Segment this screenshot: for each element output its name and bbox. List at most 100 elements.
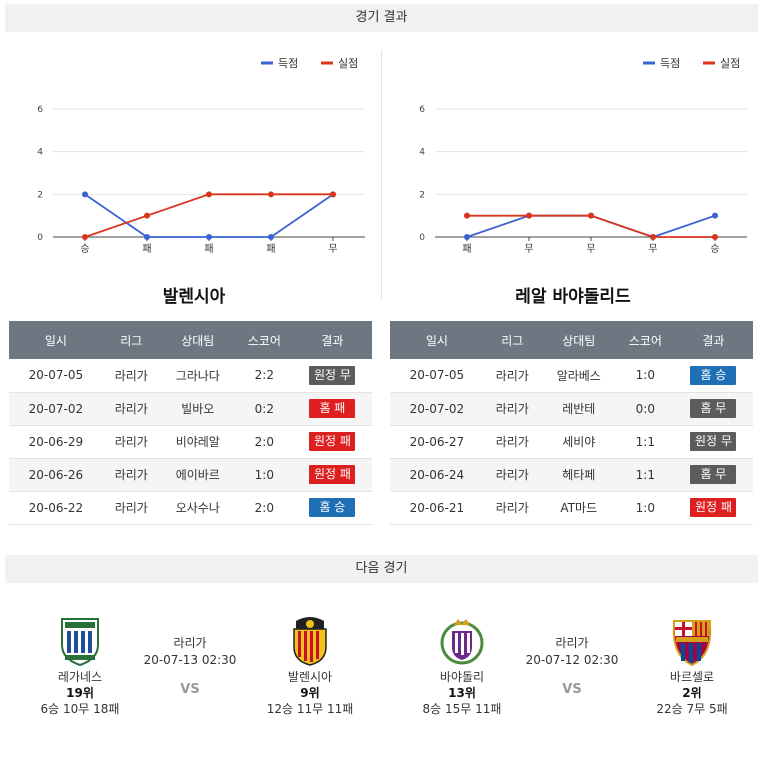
data-point-conceded: [526, 212, 532, 219]
legend-conceded-label: 실점: [338, 57, 358, 70]
cell-date: 20-06-27: [390, 425, 484, 459]
x-tick-label: 패: [204, 243, 213, 255]
data-point-scored: [712, 212, 718, 219]
table-row: 20-06-24 라리가 헤타페 1:1 홈 무: [390, 458, 753, 492]
table-row: 20-07-05 라리가 그라나다 2:2 원정 무: [9, 359, 372, 393]
data-point-conceded: [650, 234, 656, 240]
result-badge: 홈 무: [690, 399, 737, 418]
y-tick-label: 2: [419, 190, 425, 200]
cell-score: 0:2: [235, 392, 293, 426]
cell-league: 라리가: [483, 458, 541, 492]
cell-score: 1:0: [616, 359, 674, 393]
x-tick-label: 패: [266, 243, 275, 255]
cell-score: 1:0: [235, 458, 293, 492]
cell-date: 20-07-05: [390, 359, 484, 393]
match-info: 라리가 20-07-13 02:30 VS: [135, 635, 245, 697]
cell-date: 20-06-22: [9, 491, 103, 525]
col-result: 결과: [292, 321, 372, 359]
cell-opponent: 알라베스: [540, 359, 617, 393]
left-chart-svg: 득점 실점 0 2 4 6 승 패 패 패 무: [37, 57, 365, 255]
team-record: 8승 15무 11패: [422, 702, 502, 716]
cell-league: 라리가: [102, 458, 160, 492]
x-tick-label: 무: [648, 244, 657, 255]
data-point-conceded: [82, 234, 88, 240]
table-row: 20-07-02 라리가 레반테 0:0 홈 무: [390, 392, 753, 426]
barcelona-crest-icon: [672, 620, 712, 667]
y-tick-label: 0: [37, 233, 43, 243]
cell-result: 원정 패: [292, 425, 372, 459]
cell-result: 원정 무: [673, 425, 753, 459]
cell-date: 20-06-21: [390, 491, 484, 525]
data-point-scored: [206, 234, 212, 240]
result-badge: 홈 패: [309, 399, 356, 418]
next-match-card: 레가네스 19위 6승 10무 18패 라리가 20-07-13 02:30 V…: [5, 605, 375, 725]
legend-conceded-label: 실점: [720, 57, 740, 70]
data-point-conceded: [268, 191, 274, 198]
match-datetime: 20-07-12 02:30: [525, 653, 619, 667]
cell-score: 1:0: [616, 491, 674, 525]
cell-date: 20-07-05: [9, 359, 103, 393]
match-league: 라리가: [555, 636, 589, 650]
team-rank: 9위: [300, 686, 320, 700]
y-tick-label: 4: [419, 148, 425, 158]
cell-league: 라리가: [102, 392, 160, 426]
x-tick-label: 무: [586, 244, 595, 255]
cell-date: 20-06-24: [390, 458, 484, 492]
result-badge: 원정 무: [309, 365, 356, 385]
vs-label: VS: [180, 682, 200, 697]
away-team: 바르셀로 2위 22승 7무 5패: [637, 615, 747, 717]
table-header-row: 일시 리그 상대팀 스코어 결과: [390, 321, 753, 359]
table-row: 20-06-29 라리가 비야레알 2:0 원정 패: [9, 425, 372, 459]
cell-date: 20-07-02: [9, 392, 103, 426]
x-tick-label: 패: [142, 243, 151, 255]
cell-result: 원정 무: [292, 359, 372, 393]
y-tick-label: 6: [37, 105, 43, 115]
cell-opponent: 그라나다: [159, 359, 236, 393]
cell-result: 홈 승: [673, 359, 753, 393]
data-point-conceded: [588, 212, 594, 219]
cell-opponent: 레반테: [540, 392, 617, 426]
cell-score: 0:0: [616, 392, 674, 426]
cell-score: 1:1: [616, 458, 674, 492]
cell-league: 라리가: [102, 359, 160, 393]
col-league: 리그: [483, 321, 541, 359]
result-badge: 홈 승: [309, 498, 356, 517]
y-tick-label: 0: [419, 233, 425, 243]
result-badge: 원정 패: [309, 432, 356, 451]
col-league: 리그: [102, 321, 160, 359]
team-record: 12승 11무 11패: [266, 702, 354, 716]
data-point-scored: [268, 234, 274, 240]
col-result: 결과: [673, 321, 753, 359]
cell-result: 홈 무: [673, 458, 753, 492]
table-row: 20-06-27 라리가 세비야 1:1 원정 무: [390, 425, 753, 459]
cell-result: 홈 승: [292, 491, 372, 525]
chart-divider: [381, 50, 382, 300]
series-line-conceded: [467, 214, 715, 238]
data-point-scored: [464, 234, 470, 240]
data-point-conceded: [712, 234, 718, 240]
match-datetime: 20-07-13 02:30: [143, 653, 237, 667]
data-point-conceded: [464, 212, 470, 219]
vs-label: VS: [562, 682, 582, 697]
series-line-conceded: [84, 193, 333, 238]
cell-result: 원정 패: [673, 491, 753, 525]
team-name: 바야돌리: [439, 670, 485, 684]
y-tick-label: 4: [37, 148, 43, 158]
cell-result: 원정 패: [292, 458, 372, 492]
series-line-scored: [466, 214, 716, 238]
series-line-scored: [84, 193, 334, 238]
cell-score: 2:0: [235, 425, 293, 459]
next-match-card: 바야돌리 13위 8승 15무 11패 라리가 20-07-12 02:30 V…: [387, 605, 757, 725]
table-row: 20-07-05 라리가 알라베스 1:0 홈 승: [390, 359, 753, 393]
cell-league: 라리가: [102, 491, 160, 525]
match-league: 라리가: [173, 636, 207, 650]
data-point-scored: [144, 234, 150, 240]
team-name: 레가네스: [57, 670, 103, 684]
table-row: 20-06-21 라리가 AT마드 1:0 원정 패: [390, 491, 753, 525]
cell-result: 홈 패: [292, 392, 372, 426]
home-team: 레가네스 19위 6승 10무 18패: [25, 615, 135, 717]
result-badge: 홈 승: [690, 365, 737, 385]
right-team-form-chart: 득점 실점 0 2 4 6 패 무 무 무 승: [387, 50, 757, 270]
left-team-title: 발렌시아: [162, 287, 226, 307]
